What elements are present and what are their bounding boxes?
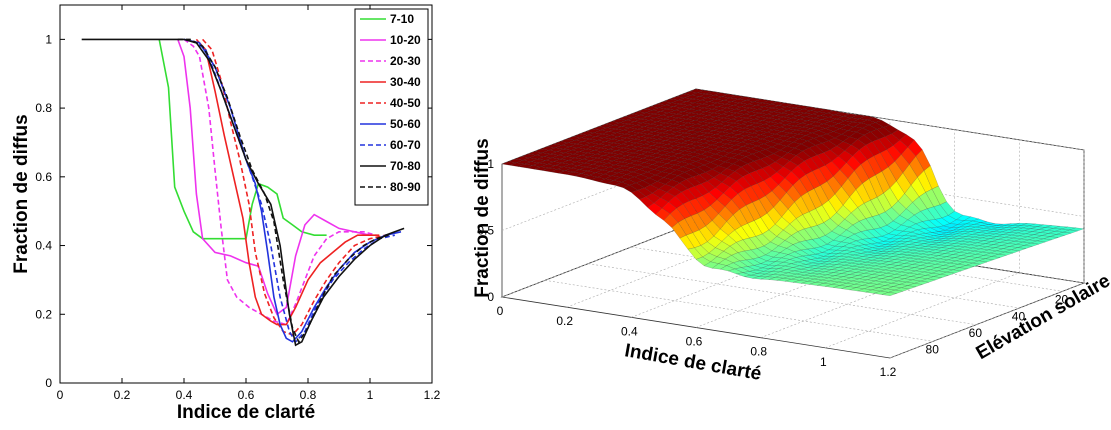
x-tick-label: 1.2	[424, 388, 441, 402]
y-axis-label: Fraction de diffus	[11, 114, 32, 273]
x-tick-label: 0.2	[556, 314, 573, 328]
line-chart: 0 0.2 0.4 0.6 0.8 1 1.2 0 0.2 0.4 0.6 0.8 1 Indice d…	[11, 5, 441, 423]
x-tick-label: 0.6	[238, 388, 255, 402]
legend-label: 20-30	[390, 54, 421, 68]
x-tick-label: 1	[820, 355, 827, 369]
x-tick-label: 1	[367, 388, 374, 402]
x-tick-label: 0.4	[176, 388, 193, 402]
y-tick-label: 80	[926, 343, 940, 357]
y-tick-label: 0	[45, 376, 52, 390]
legend-label: 7-10	[390, 12, 414, 26]
x-tick-label: 0.4	[621, 324, 638, 338]
z-axis-label: Fraction de diffus	[472, 138, 493, 297]
legend: 7-10 10-20 20-30 30-40 40-50 50-60 60-70 70-80 8…	[355, 9, 428, 205]
y-tick-label: 1	[45, 32, 52, 46]
y-tick-label: 0.2	[35, 307, 52, 321]
x-tick-label: 0.8	[300, 388, 317, 402]
legend-label: 40-50	[390, 96, 421, 110]
y-tick-label: 0.4	[35, 239, 52, 253]
legend-label: 70-80	[390, 159, 421, 173]
legend-label: 30-40	[390, 75, 421, 89]
x-axis-label: Indice de clarté	[177, 402, 315, 423]
legend-label: 60-70	[390, 138, 421, 152]
x-tick-label: 0.8	[750, 345, 767, 359]
x-tick-label: 0	[497, 304, 504, 318]
x-tick-label: 0	[57, 388, 64, 402]
y-tick-label: 0.6	[35, 170, 52, 184]
y-tick-label: 60	[969, 326, 983, 340]
y-tick-label: 0.8	[35, 101, 52, 115]
legend-label: 80-90	[390, 180, 421, 194]
x-tick-label: 0.2	[114, 388, 131, 402]
x-tick-label: 0.6	[686, 335, 703, 349]
legend-label: 10-20	[390, 33, 421, 47]
x-tick-label: 1.2	[880, 365, 897, 379]
legend-label: 50-60	[390, 117, 421, 131]
